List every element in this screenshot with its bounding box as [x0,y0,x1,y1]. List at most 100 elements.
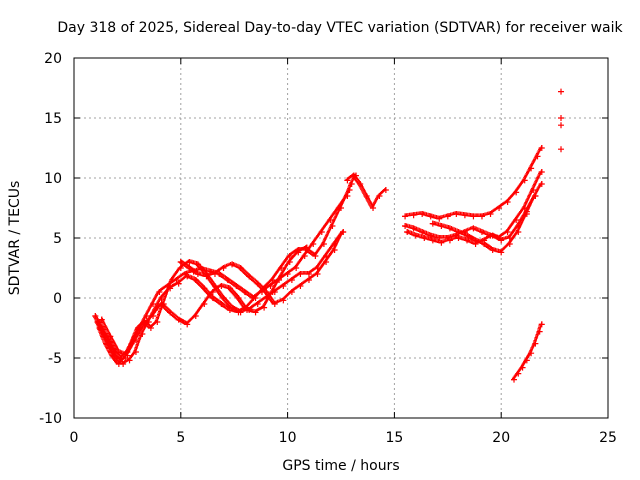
data-point [218,283,225,289]
data-point [438,239,445,246]
data-point [318,229,325,235]
data-point [429,220,436,227]
data-point [284,271,291,277]
data-point [169,277,176,283]
data-point [329,223,336,229]
data-point [107,333,114,340]
data-point [186,259,193,265]
data-point [269,277,276,283]
data-point [496,205,503,211]
data-point [487,211,494,217]
data-trace [511,321,543,381]
data-point [201,285,208,292]
data-point [472,237,479,244]
data-point [558,122,565,129]
data-point [511,376,518,383]
data-point [115,349,122,355]
data-point [523,357,530,364]
data-point [156,289,163,295]
data-point [481,241,488,247]
y-tick-label: 15 [44,111,62,127]
data-point [455,235,462,241]
data-point [237,309,244,316]
data-point [515,229,522,235]
data-point [478,229,485,235]
data-point [184,273,191,280]
y-tick-label: 10 [44,171,62,187]
data-point [344,177,351,184]
data-point [271,301,278,307]
data-point [244,307,251,313]
data-point [184,321,191,328]
data-point [412,232,419,239]
data-point [194,271,201,277]
data-point [382,187,389,193]
data-point [278,273,285,280]
chart-title: Day 318 of 2025, Sidereal Day-to-day VTE… [57,20,623,36]
data-point [528,350,535,357]
data-point [340,229,347,235]
data-point [233,283,240,289]
data-point [513,189,520,196]
y-tick-label: -10 [39,411,62,427]
data-point [301,253,308,259]
data-point [303,244,310,251]
series-t10 [429,193,539,256]
data-point [461,212,468,219]
data-point [286,259,293,265]
series-t6 [344,172,389,211]
data-point [235,295,242,301]
data-point [410,212,417,219]
data-point [132,337,139,343]
series-t11 [511,321,545,383]
data-point [237,265,244,271]
data-point [446,225,453,232]
data-point [297,283,304,289]
data-point [126,357,133,364]
data-point [312,253,319,259]
data-point [139,331,146,337]
data-point [402,213,409,220]
x-tick-label: 5 [176,430,185,446]
data-point [269,289,276,295]
data-point [498,237,505,244]
data-point [147,325,154,331]
data-point [154,319,161,325]
data-point [427,232,434,239]
data-point [504,229,511,235]
data-point [224,277,231,283]
data-point [192,313,199,319]
data-point [489,247,496,253]
data-point [323,259,330,265]
data-point [453,211,460,217]
data-point [357,181,364,187]
data-points [92,88,565,383]
data-point [331,247,338,253]
data-point [538,169,545,175]
data-point [470,213,477,220]
data-point [209,289,216,295]
data-point [132,349,139,355]
data-point [489,232,496,239]
x-tick-label: 20 [492,430,510,446]
data-point [536,328,543,335]
data-point [455,229,462,235]
data-point [470,225,477,232]
data-point [288,289,295,295]
data-point [314,271,321,277]
data-point [532,340,539,347]
data-point [288,277,295,283]
data-trace [98,244,308,357]
x-tick-label: 10 [279,430,297,446]
data-point [286,253,293,259]
data-trace [402,145,543,220]
data-point [109,352,116,359]
data-point [370,205,377,211]
data-point [92,313,99,319]
data-point [229,304,236,311]
data-point [252,309,259,316]
data-point [498,249,505,256]
data-point [320,241,327,247]
x-tick-label: 15 [385,430,403,446]
y-tick-label: 5 [53,231,62,247]
